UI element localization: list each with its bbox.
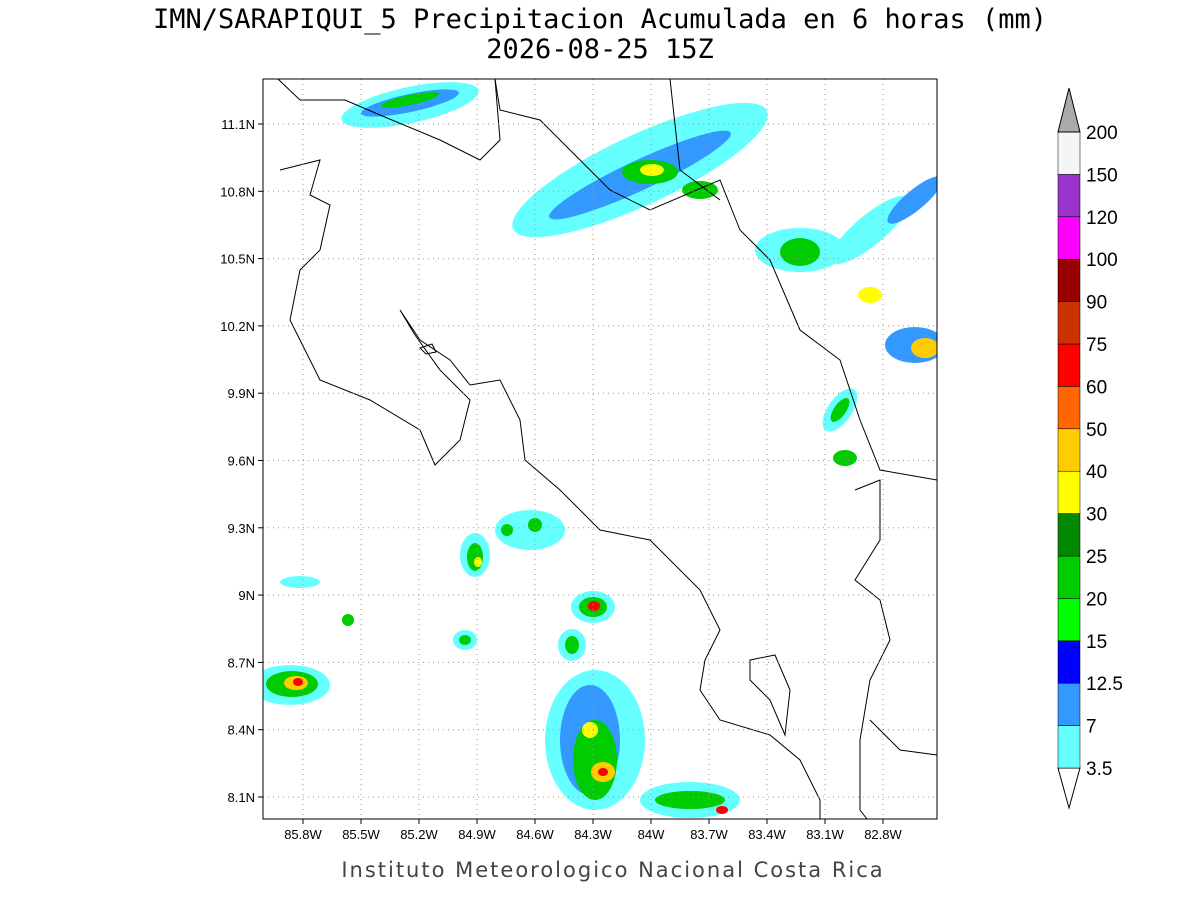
- lat-label: 9.9N: [228, 386, 255, 401]
- colorbar-cell: [1057, 428, 1081, 472]
- colorbar-label: 7: [1086, 717, 1097, 738]
- colorbar-cell: [1057, 598, 1081, 642]
- subtitle: 2026-08-25 15Z: [486, 34, 714, 65]
- lon-label: 84W: [638, 827, 665, 842]
- lon-label: 85.8W: [284, 827, 322, 842]
- lat-label: 9N: [238, 588, 255, 603]
- colorbar-cell: [1057, 640, 1081, 684]
- colorbar-label: 12.5: [1086, 674, 1123, 695]
- colorbar-label: 15: [1086, 632, 1107, 653]
- lon-label: 83.4W: [748, 827, 786, 842]
- colorbar-cell: [1057, 343, 1081, 387]
- colorbar-label: 75: [1086, 335, 1107, 356]
- colorbar-cell: [1057, 682, 1081, 726]
- title: IMN/SARAPIQUI_5 Precipitacion Acumulada …: [153, 4, 1047, 35]
- colorbar-cell: [1057, 725, 1081, 769]
- lon-label: 83.1W: [806, 827, 844, 842]
- colorbar-label: 25: [1086, 547, 1107, 568]
- colorbar-label: 120: [1086, 208, 1118, 229]
- colorbar-cell: [1057, 131, 1081, 175]
- colorbar-cell: [1057, 555, 1081, 599]
- lat-label: 9.6N: [228, 454, 255, 469]
- lon-label: 84.9W: [458, 827, 496, 842]
- lat-label: 9.3N: [228, 521, 255, 536]
- colorbar-label: 60: [1086, 377, 1107, 398]
- colorbar-cell: [1057, 258, 1081, 302]
- colorbar-cell: [1057, 174, 1081, 218]
- colorbar-cell: [1057, 386, 1081, 430]
- lat-label: 8.4N: [228, 723, 255, 738]
- lon-label: 84.3W: [574, 827, 612, 842]
- colorbar-over: [1057, 87, 1081, 133]
- lon-label: 83.7W: [690, 827, 728, 842]
- lon-label: 85.2W: [400, 827, 438, 842]
- colorbar-label: 30: [1086, 505, 1107, 526]
- colorbar-cell: [1057, 470, 1081, 514]
- lat-label: 8.7N: [228, 655, 255, 670]
- rain-band-south: [263, 510, 740, 818]
- colorbar-label: 100: [1086, 250, 1118, 271]
- colorbar-cell: [1057, 216, 1081, 260]
- colorbar-label: 20: [1086, 589, 1107, 610]
- colorbar: 3.5 7 12.5 15 20 25 30 40 50 60 75 90 100 120 150 200: [1057, 87, 1123, 810]
- lat-label: 8.1N: [228, 790, 255, 805]
- colorbar-label: 150: [1086, 165, 1118, 186]
- colorbar-label: 90: [1086, 293, 1107, 314]
- colorbar-label: 40: [1086, 462, 1107, 483]
- colorbar-label: 3.5: [1086, 759, 1112, 780]
- map-frame: [262, 78, 938, 820]
- rain-band-north: [341, 82, 937, 466]
- precip-field: [263, 82, 937, 818]
- lat-label: 10.5N: [220, 252, 255, 267]
- lat-label: 10.8N: [220, 184, 255, 199]
- lat-label: 10.2N: [220, 319, 255, 334]
- lat-label: 11.1N: [221, 117, 255, 132]
- footer: Instituto Meteorologico Nacional Costa R…: [341, 858, 884, 882]
- lon-label: 85.5W: [342, 827, 380, 842]
- lon-label: 84.6W: [516, 827, 554, 842]
- graticule: 85.8W 85.5W 85.2W 84.9W 84.6W 84.3W 84W 83.7W 83…: [220, 79, 937, 842]
- coastlines: [277, 79, 937, 819]
- colorbar-label: 200: [1086, 123, 1118, 144]
- colorbar-cell: [1057, 301, 1081, 345]
- colorbar-cell: [1057, 513, 1081, 557]
- lon-label: 82.8W: [864, 827, 902, 842]
- colorbar-label: 50: [1086, 420, 1107, 441]
- colorbar-under: [1057, 767, 1081, 810]
